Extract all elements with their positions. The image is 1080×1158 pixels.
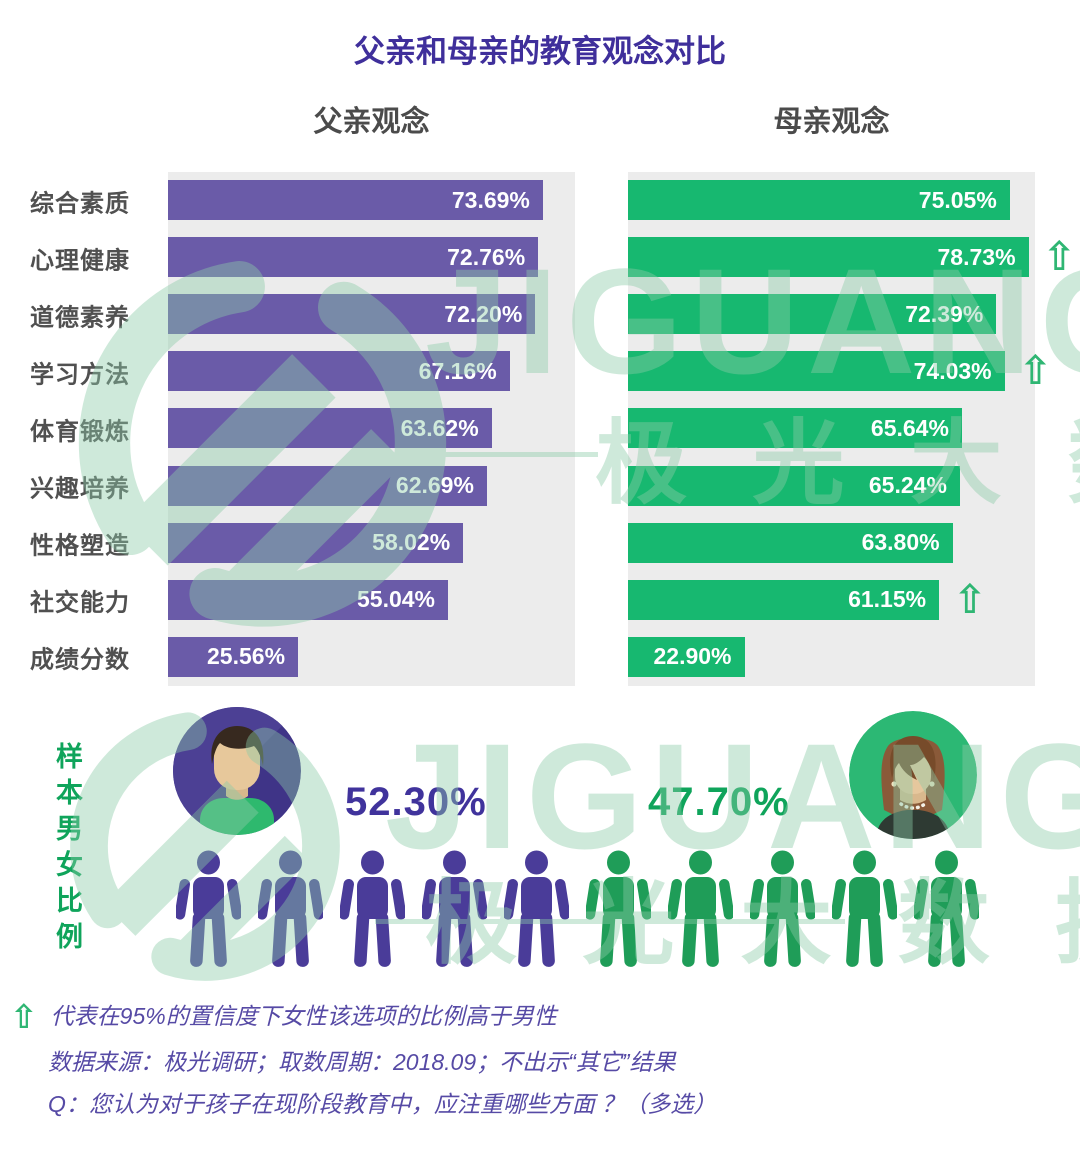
female-person-icon [914,850,979,967]
bar-value-label: 72.20% [444,300,523,327]
category-label: 道德素养 [30,304,130,332]
category-label: 学习方法 [30,361,130,389]
category-label: 成绩分数 [30,646,130,674]
category-label: 体育锻炼 [30,418,130,446]
father-bar: 67.16% [168,351,510,392]
male-person-icon [504,850,569,967]
chart-row: 成绩分数 25.56% 22.90% [0,629,1080,686]
bar-value-label: 58.02% [372,529,451,556]
male-person-icon [340,850,405,967]
mother-bar: 61.15% [628,579,940,620]
chart-row: 社交能力 55.04% 61.15% ⇧ [0,572,1080,629]
male-percentage: 52.30% [345,780,487,824]
significance-arrow-icon: ⇧ [953,577,987,622]
sample-gender-section: 样本男女比例 52.30% 47.70% [0,690,1080,992]
gender-ratio-pictogram [176,850,979,968]
male-person-icon [176,850,241,967]
comparison-bar-chart: 综合素质 73.69% 75.05% 心理健康 72.76% 78.73% ⇧ 道德素养 72.… [0,172,1080,686]
footnotes: ⇧ 代表在95%的置信度下女性该选项的比例高于男性 数据来源：极光调研；取数周期… [10,1000,1070,1135]
bar-value-label: 61.15% [848,586,927,613]
mother-bar: 74.03% [628,351,1005,392]
mother-bar: 63.80% [628,522,953,563]
female-person-icon [750,850,815,967]
page-title: 父亲和母亲的教育观念对比 [354,34,726,69]
mother-bar: 22.90% [628,636,745,677]
bar-value-label: 25.56% [207,643,286,670]
mother-column-header: 母亲观念 [773,106,890,138]
category-label: 性格塑造 [30,532,130,560]
father-bar: 72.76% [168,237,539,278]
chart-row: 学习方法 67.16% 74.03% ⇧ [0,343,1080,400]
male-person-icon [422,850,487,967]
survey-question-note: Q：您认为对于孩子在现阶段教育中，应注重哪些方面 ？（多选） [48,1091,717,1118]
bar-value-label: 62.69% [395,472,474,499]
bar-value-label: 22.90% [653,643,732,670]
father-column-header: 父亲观念 [313,106,430,138]
bar-value-label: 75.05% [918,186,997,213]
significance-arrow-icon: ⇧ [1018,349,1053,394]
chart-row: 兴趣培养 62.69% 65.24% [0,458,1080,515]
bar-value-label: 78.73% [937,243,1016,270]
bar-value-label: 72.39% [905,300,984,327]
father-bar: 25.56% [168,636,299,677]
female-avatar [849,711,977,839]
female-person-icon [668,850,733,967]
significance-note: ⇧ 代表在95%的置信度下女性该选项的比例高于男性 [10,1000,1070,1033]
chart-row: 体育锻炼 63.62% 65.64% [0,400,1080,457]
sample-ratio-label: 样本男女比例 [52,742,82,958]
female-person-icon [586,850,651,967]
bar-value-label: 65.64% [870,414,949,441]
significance-note-text: 代表在95%的置信度下女性该选项的比例高于男性 [50,1002,557,1029]
mother-bar: 78.73% [628,237,1029,278]
chart-row: 性格塑造 58.02% 63.80% [0,515,1080,572]
mother-bar: 72.39% [628,294,997,335]
bar-value-label: 65.24% [868,472,947,499]
chart-row: 心理健康 72.76% 78.73% ⇧ [0,229,1080,286]
father-bar: 55.04% [168,579,449,620]
mother-bar: 65.64% [628,408,962,449]
father-bar: 58.02% [168,522,464,563]
father-bar: 62.69% [168,465,487,506]
father-bar: 72.20% [168,294,536,335]
up-arrow-icon: ⇧ [10,998,38,1035]
bar-value-label: 72.76% [447,243,526,270]
category-label: 心理健康 [30,247,130,275]
category-label: 综合素质 [30,190,130,217]
father-bar: 73.69% [168,180,543,220]
male-avatar [173,707,301,835]
mother-bar: 75.05% [628,180,1010,220]
bar-value-label: 74.03% [913,357,992,384]
mother-bar: 65.24% [628,465,960,506]
chart-row: 综合素质 73.69% 75.05% [0,172,1080,229]
chart-row: 道德素养 72.20% 72.39% [0,286,1080,343]
category-label: 社交能力 [30,589,130,617]
bar-value-label: 63.62% [400,414,479,441]
female-person-icon [832,850,897,967]
bar-value-label: 67.16% [418,357,497,384]
female-percentage: 47.70% [648,780,790,824]
category-label: 兴趣培养 [30,475,130,503]
significance-arrow-icon: ⇧ [1042,235,1077,280]
male-person-icon [258,850,323,967]
data-source-note: 数据来源：极光调研；取数周期：2018.09；不出示“其它”结果 [48,1049,676,1075]
father-bar: 63.62% [168,408,492,449]
bar-value-label: 73.69% [451,186,530,213]
bar-value-label: 55.04% [357,586,436,613]
bar-value-label: 63.80% [861,529,940,556]
